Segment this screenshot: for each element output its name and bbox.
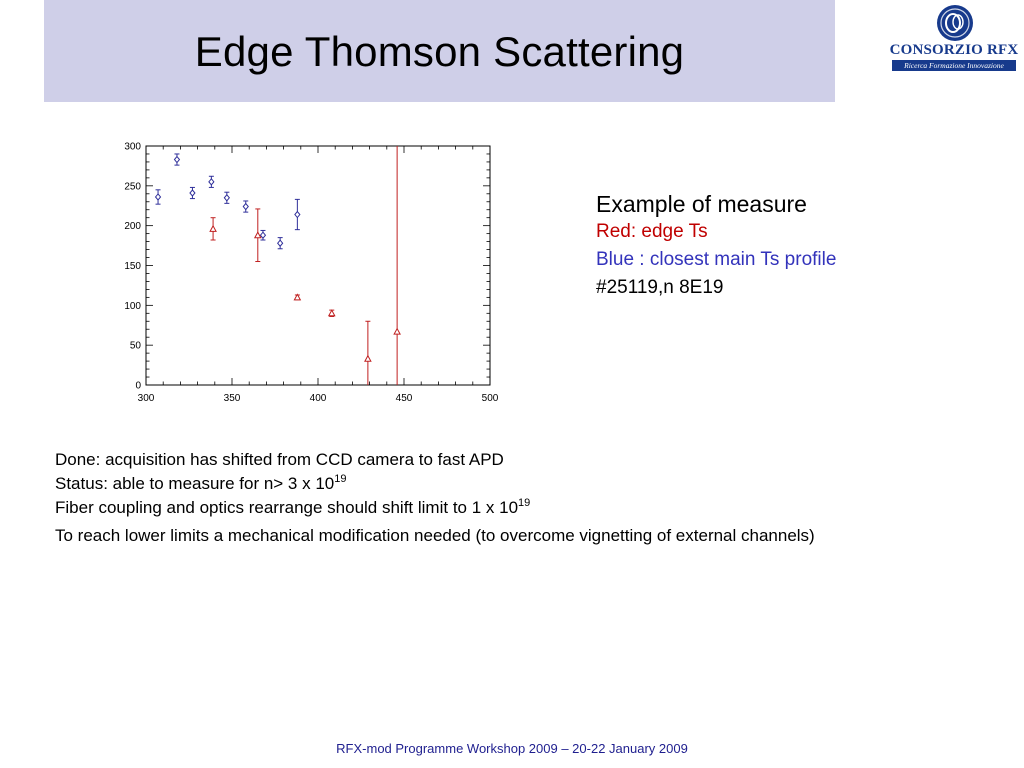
logo-emblem-icon <box>937 5 973 41</box>
x-tick-label: 450 <box>396 393 413 404</box>
data-point-triangle <box>293 293 302 301</box>
y-tick-label: 200 <box>124 221 141 232</box>
red-series-label: Red: edge Ts <box>596 221 708 242</box>
note-lower-limits: To reach lower limits a mechanical modif… <box>55 526 815 545</box>
y-tick-label: 150 <box>124 261 141 272</box>
data-point-triangle <box>393 327 401 335</box>
data-point-triangle <box>209 224 217 232</box>
consorzio-rfx-logo: CONSORZIO RFX Ricerca Formazione Innovaz… <box>888 2 1020 74</box>
title-band: Edge Thomson Scattering <box>44 0 835 102</box>
y-tick-label: 0 <box>135 381 141 392</box>
legend-text-block: Example of measure Red: edge Ts Blue : c… <box>596 190 836 302</box>
logo-name: CONSORZIO RFX <box>889 42 1019 58</box>
data-point-diamond <box>154 193 162 201</box>
y-tick-label: 50 <box>130 341 142 352</box>
example-label: Example of measure <box>596 191 807 217</box>
data-point-diamond <box>173 155 181 164</box>
data-point-triangle <box>327 309 336 317</box>
note-fiber: Fiber coupling and optics rearrange shou… <box>55 497 531 518</box>
logo-tagline: Ricerca Formazione Innovazione <box>892 60 1016 71</box>
thomson-chart: 300 350 400 450 500 0 50 100 150 200 250 300 <box>124 142 499 405</box>
data-point-triangle <box>253 231 262 239</box>
slide-footer: RFX-mod Programme Workshop 2009 – 20-22 … <box>336 741 688 756</box>
data-point-diamond <box>189 189 196 197</box>
slide-title: Edge Thomson Scattering <box>194 28 685 75</box>
y-tick-label: 100 <box>124 301 141 312</box>
y-tick-label: 250 <box>124 181 141 192</box>
x-tick-label: 400 <box>310 393 327 404</box>
plot-frame <box>145 145 491 386</box>
shot-label: #25119,n 8E19 <box>596 277 724 298</box>
data-point-diamond <box>277 239 284 247</box>
y-tick-label: 300 <box>124 142 141 153</box>
x-tick-label: 350 <box>224 393 241 404</box>
data-point-diamond <box>223 194 230 202</box>
note-status: Status: able to measure for n> 3 x 1019 <box>55 473 347 494</box>
note-done: Done: acquisition has shifted from CCD c… <box>55 450 504 469</box>
blue-series-label: Blue : closest main Ts profile <box>596 249 837 270</box>
x-tick-label: 500 <box>482 393 499 404</box>
data-point-diamond <box>294 210 301 219</box>
data-point-diamond <box>242 202 249 211</box>
data-point-diamond <box>208 178 215 186</box>
data-point-triangle <box>364 354 372 362</box>
x-tick-label: 300 <box>138 393 155 404</box>
notes-block: Done: acquisition has shifted from CCD c… <box>55 448 815 548</box>
data-point-diamond <box>259 231 267 240</box>
